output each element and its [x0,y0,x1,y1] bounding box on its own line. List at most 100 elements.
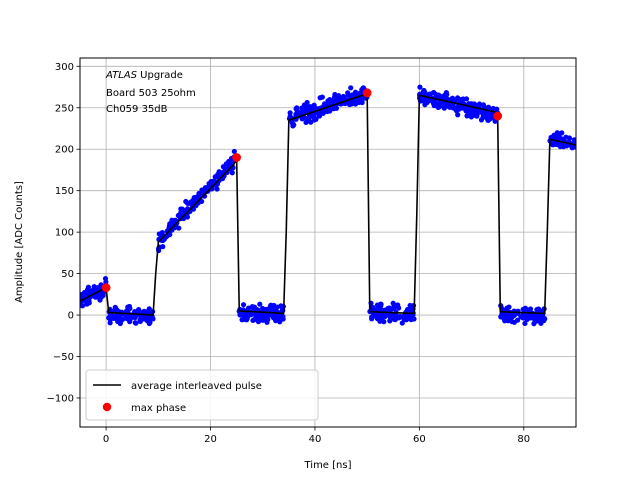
sample-point [375,305,381,311]
sample-point [169,217,175,223]
sample-point [112,304,118,310]
annotation-upgrade: Upgrade [137,70,183,81]
sample-point [473,112,479,118]
sample-point [216,169,222,175]
sample-point [146,306,152,312]
sample-point [389,306,395,312]
legend-marker-swatch [102,402,112,412]
sample-point [102,275,109,282]
y-tick-label: 100 [55,228,74,239]
sample-point [280,314,286,320]
sample-point [252,304,258,310]
x-tick-label: 80 [517,434,530,445]
plot-frame [79,57,577,428]
sample-point [204,188,210,194]
sample-point [229,159,235,165]
sample-point [313,116,319,122]
sample-point [317,95,323,101]
sample-point [520,314,526,320]
sample-point [303,119,309,125]
sample-point [406,314,412,320]
sample-point [206,180,212,187]
sample-point [305,106,312,112]
x-tick-label: 60 [413,434,426,445]
x-axis-ticks: 0 20 40 60 80 [103,427,530,445]
sample-point [501,311,507,317]
sample-point [393,313,399,320]
sample-point [290,121,296,128]
sample-point [271,302,277,309]
y-tick-label: −50 [53,352,74,363]
sample-point [566,135,572,141]
max-phase-point [493,111,503,121]
max-phase-markers [101,88,503,293]
sample-point [133,320,139,326]
sample-point [212,174,218,180]
sample-points [80,84,576,327]
x-tick-label: 20 [204,434,217,445]
sample-point [390,300,396,306]
sample-point [452,106,458,112]
x-axis-label: Time [ns] [303,460,351,471]
sample-point [80,303,86,309]
sample-point [539,314,545,320]
sample-point [333,98,339,104]
sample-point [559,130,565,136]
sample-point [417,84,423,90]
sample-point [370,313,376,319]
sample-point [240,312,246,318]
sample-point [220,164,226,170]
sample-point [139,314,145,320]
sample-point [240,302,247,308]
sample-point [277,319,283,325]
sample-point [436,92,442,98]
y-tick-label: 50 [61,269,74,280]
sample-point [239,317,245,323]
annotation-line-3: Ch059 35dB [106,104,168,115]
sample-point [264,312,270,318]
sample-point [509,314,516,320]
sample-point [395,302,401,308]
sample-point [273,318,279,324]
sample-point [82,292,88,298]
sample-point [533,313,539,319]
sample-point [294,111,300,118]
sample-point [490,105,496,112]
sample-point [310,106,316,112]
sample-point [303,102,309,108]
sample-point [257,301,263,307]
sample-point [434,103,440,109]
sample-point [86,298,92,304]
sample-point [443,89,449,96]
sample-point [348,85,354,91]
sample-point [352,98,358,104]
sample-point [311,102,317,108]
sample-point [377,318,383,324]
sample-point [444,103,450,109]
sample-point [514,317,521,323]
sample-point [418,96,425,102]
sample-point [384,306,390,312]
sample-point [552,134,558,140]
sample-point [524,307,531,313]
sample-point [107,320,113,326]
y-tick-label: 300 [55,62,74,73]
sample-point [128,314,134,320]
sample-point [175,212,181,219]
max-phase-point [101,283,111,293]
sample-point [199,187,205,193]
y-axis-label: Amplitude [ADC Counts] [14,181,25,303]
sample-point [345,90,351,96]
sample-point [147,320,153,326]
legend-box [85,369,319,421]
sample-point [464,113,470,119]
sample-point [179,206,185,212]
sample-point [469,101,475,107]
legend-label-max-phase: max phase [131,403,186,414]
x-tick-label: 40 [309,434,322,445]
y-axis-ticks: −100 −50 0 50 100 150 200 250 300 [47,62,80,404]
annotation-line-2: Board 503 25ohm [106,88,196,99]
legend: average interleaved pulse max phase [85,369,319,421]
sample-point [84,287,91,293]
